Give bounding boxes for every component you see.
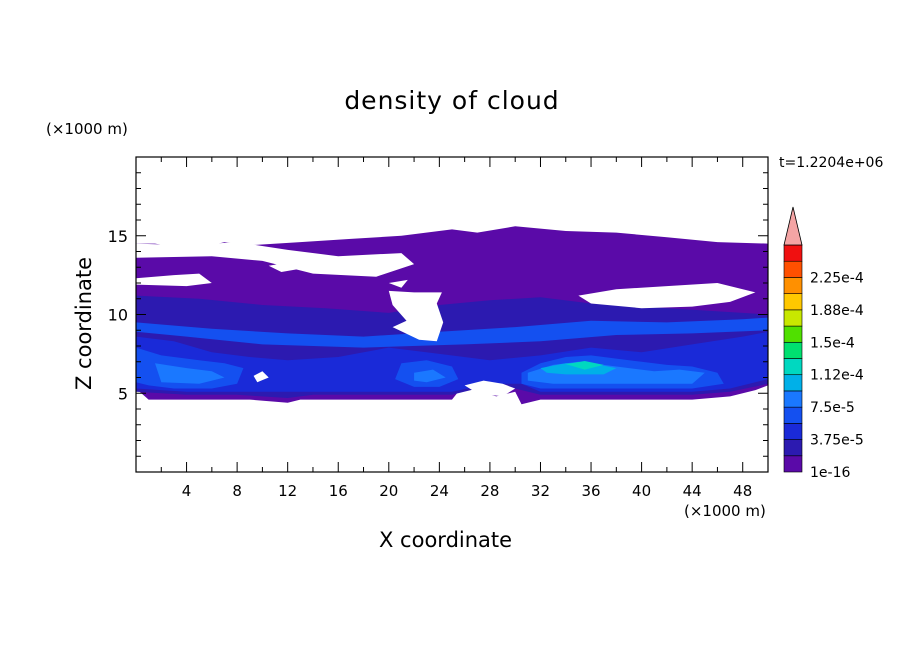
x-tick-label: 44 — [683, 482, 702, 500]
x-tick-label: 40 — [632, 482, 651, 500]
colorbar-label: 1.5e-4 — [810, 335, 855, 351]
x-tick-label: 16 — [329, 482, 348, 500]
x-tick-label: 36 — [581, 482, 600, 500]
colorbar-swatch — [783, 374, 803, 392]
y-tick-label: 15 — [108, 227, 128, 246]
z-axis-unit: (×1000 m) — [46, 120, 128, 138]
y-tick-label: 5 — [118, 384, 128, 403]
contour-region-10 — [565, 361, 604, 370]
contour-region-15 — [388, 279, 408, 288]
colorbar-swatch — [783, 439, 803, 457]
contour-regions — [136, 226, 768, 405]
x-tick-label: 8 — [232, 482, 242, 500]
colorbar-label: 7.5e-5 — [810, 400, 855, 416]
colorbar-label: 1.12e-4 — [810, 368, 864, 384]
contour-region-12 — [136, 242, 415, 277]
time-label: t=1.2204e+06 — [779, 155, 884, 171]
colorbar-swatch — [783, 277, 803, 294]
colorbar-overflow-arrow — [783, 206, 803, 246]
colorbar-swatch — [783, 423, 803, 440]
x-tick-label: 4 — [182, 482, 192, 500]
colorbar-swatch — [783, 244, 803, 262]
colorbar-swatch — [783, 455, 803, 473]
colorbar-swatch — [783, 390, 803, 408]
colorbar: 1e-16 3.75e-5 7.5e-5 1.12e-4 1.5e-4 1.88e-4 2.… — [783, 206, 864, 481]
contour-region-16 — [388, 290, 444, 342]
contour-region-6 — [155, 363, 225, 384]
colorbar-swatch — [783, 309, 803, 327]
colorbar-swatch — [783, 406, 803, 424]
x-tick-label: 20 — [379, 482, 398, 500]
x-tick-label: 12 — [278, 482, 297, 500]
contour-region-11 — [136, 317, 768, 348]
contour-region-19 — [253, 371, 269, 383]
contour-region-17 — [578, 283, 756, 309]
chart-title: density of cloud — [344, 86, 560, 115]
contour-region-14 — [268, 262, 301, 272]
colorbar-swatch — [783, 325, 803, 343]
colorbar-swatch — [783, 260, 803, 278]
x-tick-label: 32 — [531, 482, 550, 500]
colorbar-swatch — [783, 341, 803, 359]
x-tick-label: 28 — [480, 482, 499, 500]
x-tick-label: 24 — [430, 482, 449, 500]
colorbar-label: 1.88e-4 — [810, 303, 864, 319]
contour-region-13 — [136, 273, 212, 287]
contour-region-7 — [414, 369, 446, 383]
contour-region-18 — [464, 380, 516, 397]
colorbar-swatch — [783, 293, 803, 311]
colorbar-label: 2.25e-4 — [810, 270, 864, 286]
y-tick-label: 10 — [108, 306, 128, 325]
x-axis-label: X coordinate — [379, 528, 513, 552]
colorbar-swatch — [783, 358, 803, 376]
x-tick-label: 48 — [733, 482, 752, 500]
x-axis-unit: (×1000 m) — [684, 502, 766, 520]
colorbar-label: 3.75e-5 — [810, 433, 864, 449]
colorbar-label: 1e-16 — [810, 465, 850, 481]
